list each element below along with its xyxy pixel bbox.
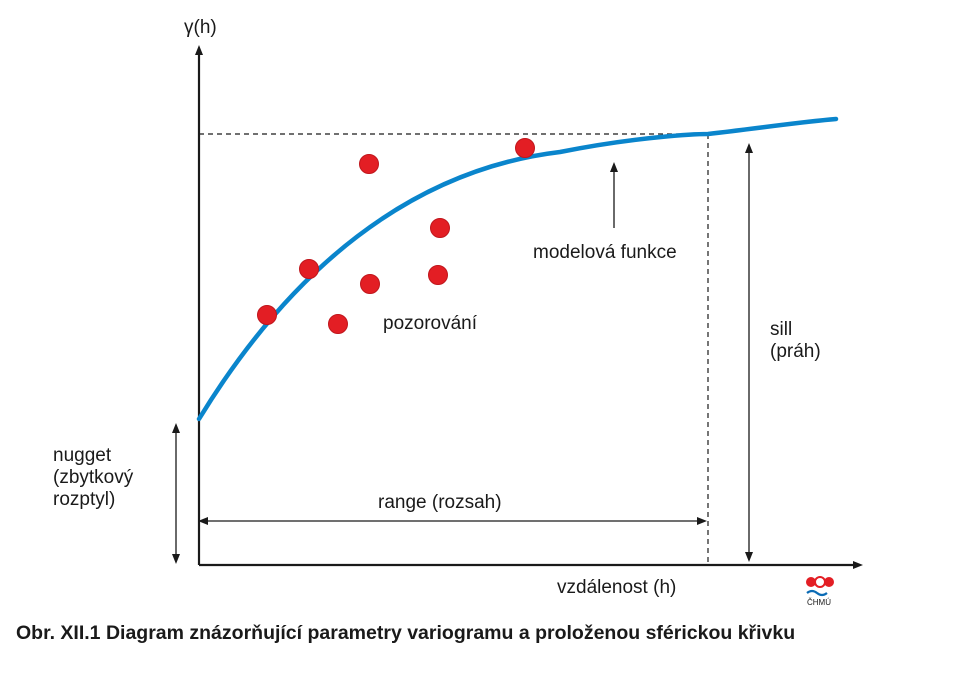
x-axis-label: vzdálenost (h) [557,577,676,598]
model-curve [196,116,839,422]
observation-point [360,274,380,294]
y-axis-label: γ(h) [184,17,217,38]
sill-label-translation: (práh) [770,341,821,362]
range-label: range (rozsah) [378,492,502,513]
sill-label: sill [770,319,792,340]
observation-point [257,305,277,325]
observation-point [299,259,319,279]
observations-label: pozorování [383,313,478,334]
figure-caption: Obr. XII.1 Diagram znázorňující parametr… [16,622,796,644]
nugget-label: nugget [53,445,112,466]
observation-points [257,138,535,334]
observation-point [430,218,450,238]
observation-point [328,314,348,334]
observation-point [428,265,448,285]
observation-point [515,138,535,158]
nugget-label-translation-2: rozptyl) [53,489,115,510]
model-function-label: modelová funkce [533,242,677,263]
nugget-label-translation-1: (zbytkový [53,467,134,488]
chmu-logo: ČHMÚ [806,576,834,607]
observation-point [359,154,379,174]
variogram-diagram: γ(h) vzdálenost (h) modelová funkce pozo… [53,17,863,607]
logo-text: ČHMÚ [807,598,831,607]
